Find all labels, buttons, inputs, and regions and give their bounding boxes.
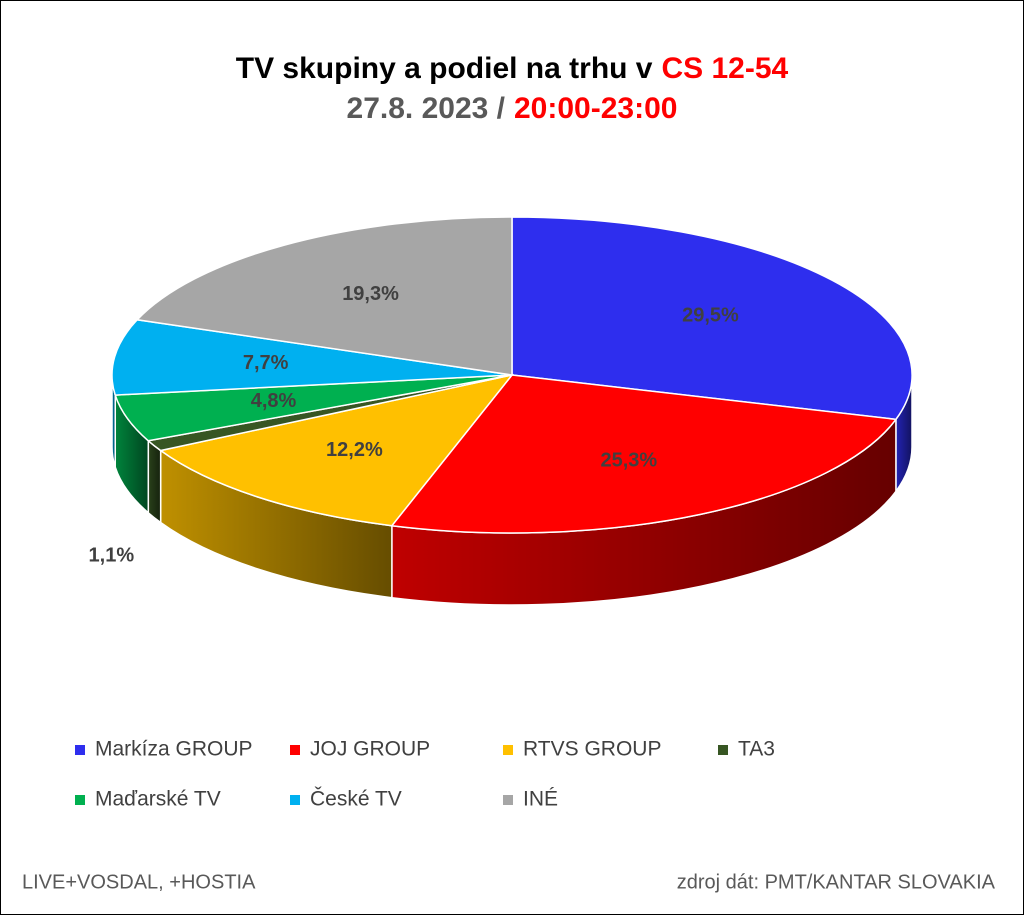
- slice: [135, 216, 513, 376]
- legend-label: České TV: [310, 788, 402, 811]
- legend: Markíza GROUP JOJ GROUP RTVS GROUP TA3 Maďar…: [75, 738, 775, 811]
- data-label: 25,3%: [600, 450, 657, 472]
- legend-swatch: [290, 745, 300, 755]
- footnote: LIVE+VOSDAL, +HOSTIA: [22, 871, 256, 893]
- legend-label: INÉ: [523, 788, 558, 811]
- slice: [390, 374, 898, 534]
- slice: [111, 318, 513, 396]
- data-labels: 29,5% 25,3% 12,2% 1,1% 4,8% 7,7% 19,3%: [89, 283, 739, 567]
- data-label: 4,8%: [251, 390, 297, 412]
- legend-swatch: [75, 745, 85, 755]
- slice-side: [147, 439, 162, 525]
- data-label: 7,7%: [243, 352, 289, 374]
- data-label: 29,5%: [682, 305, 739, 327]
- pie-tops: [111, 216, 913, 534]
- legend-swatch: [503, 745, 513, 755]
- subtitle-part: 20:00-23:00: [514, 92, 677, 125]
- footnote: zdroj dát: PMT/KANTAR SLOVAKIA: [677, 871, 996, 893]
- legend-swatch: [290, 795, 300, 805]
- data-label: 1,1%: [89, 544, 135, 566]
- chart-subtitle: 27.8. 2023 /20:00-23:00: [347, 92, 678, 125]
- legend-swatch: [718, 745, 728, 755]
- legend-label: RTVS GROUP: [523, 738, 661, 761]
- legend-swatch: [503, 795, 513, 805]
- legend-label: JOJ GROUP: [310, 738, 430, 761]
- legend-label: Markíza GROUP: [95, 738, 253, 761]
- legend-label: Maďarské TV: [95, 788, 221, 811]
- subtitle-part: 27.8. 2023 /: [347, 92, 506, 125]
- data-label: 12,2%: [326, 439, 383, 461]
- slice: [511, 216, 913, 421]
- data-label: 19,3%: [342, 283, 399, 305]
- slice: [158, 373, 514, 527]
- legend-swatch: [75, 795, 85, 805]
- title-part: TV skupiny a podiel na trhu v: [236, 52, 653, 85]
- chart-title: TV skupiny a podiel na trhu v CS 12-54: [236, 52, 789, 85]
- legend-label: TA3: [738, 738, 775, 761]
- title-part: CS 12-54: [661, 52, 788, 85]
